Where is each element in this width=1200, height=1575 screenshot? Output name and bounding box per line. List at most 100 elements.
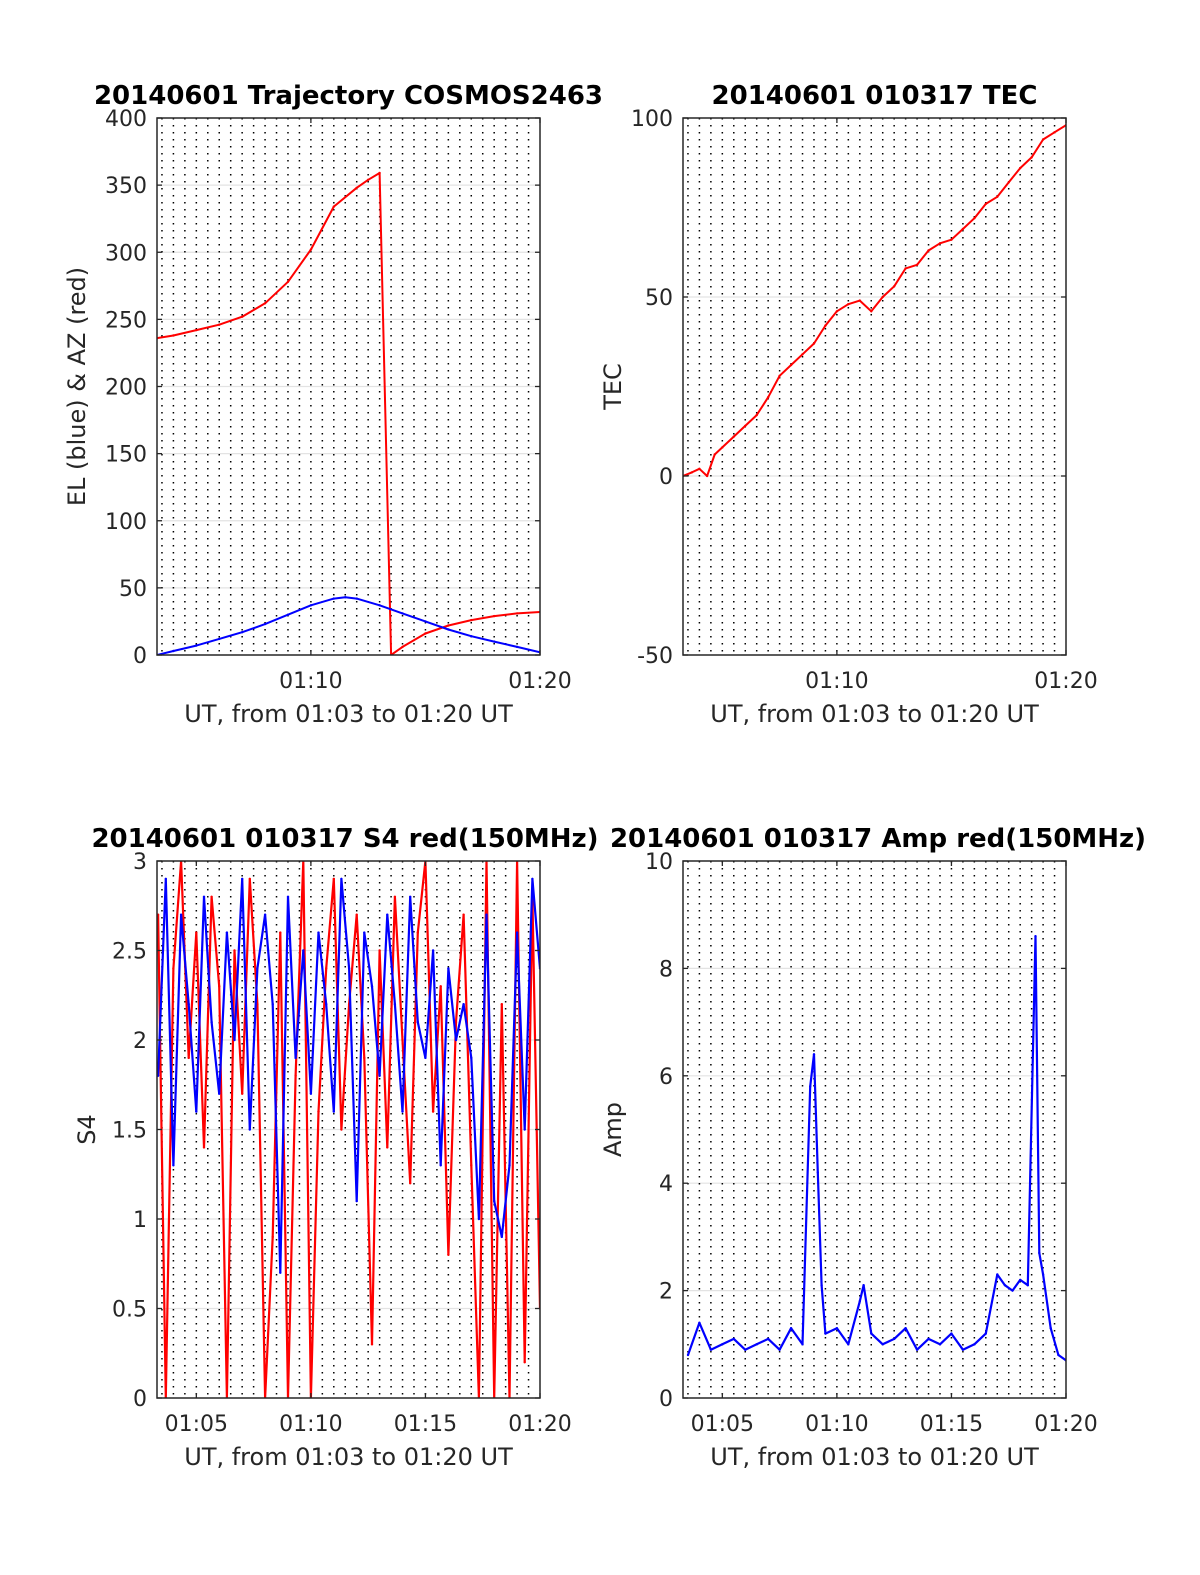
amp-series-0-point-19 bbox=[862, 1284, 865, 1287]
s4-series-1-point-9 bbox=[225, 931, 229, 934]
s4-series-1-point-32 bbox=[401, 1110, 404, 1113]
s4-series-0-point-5 bbox=[195, 931, 198, 934]
s4-series-1-point-47 bbox=[515, 931, 519, 934]
s4-series-1-point-16 bbox=[279, 1271, 282, 1274]
s4-series-0-point-41 bbox=[470, 1164, 473, 1167]
amp-series-0-point-10 bbox=[801, 1343, 804, 1346]
tec-series-0-point-10 bbox=[778, 374, 781, 377]
amp-series-0-point-30 bbox=[984, 1332, 987, 1335]
s4-series-1-point-25 bbox=[347, 967, 351, 970]
s4-series-0-point-6 bbox=[202, 1146, 206, 1149]
tec-series-0-point-31 bbox=[1019, 166, 1022, 170]
s4-series-1-point-37 bbox=[439, 1164, 442, 1167]
s4-series-1-point-35 bbox=[424, 1056, 427, 1060]
s4-xtick-label-1: 01:10 bbox=[279, 1412, 342, 1437]
traj-series-1-point-7 bbox=[309, 604, 313, 607]
amp-series-0-point-5 bbox=[744, 1348, 747, 1351]
s4-series-0-point-45 bbox=[500, 1003, 503, 1006]
panel-trajectory: 0 50 100 150 200 250 300 350 400 01:10 01:20 UT, fr… bbox=[63, 81, 603, 728]
traj-series-1 bbox=[157, 596, 540, 655]
s4-series-0-point-28 bbox=[370, 1343, 374, 1346]
s4-xtick-label-2: 01:15 bbox=[394, 1412, 457, 1437]
traj-xtick-label-1: 01:20 bbox=[508, 669, 571, 694]
amp-ytick-label-4: 8 bbox=[659, 957, 673, 982]
s4-series-1-point-2 bbox=[172, 1164, 175, 1167]
amp-series-0-point-28 bbox=[961, 1348, 965, 1351]
s4-series-0-point-2 bbox=[172, 967, 175, 970]
tec-series-0-point-34 bbox=[1053, 131, 1056, 134]
s4-series-1-point-11 bbox=[241, 877, 244, 881]
tec-ytick-label-2: 50 bbox=[645, 286, 673, 311]
traj-series-0 bbox=[157, 172, 540, 655]
traj-series-1-point-5 bbox=[263, 622, 267, 626]
traj-series-0-point-4 bbox=[241, 315, 244, 318]
tec-title: 20140601 010317 TEC bbox=[712, 81, 1038, 111]
s4-ytick-label-2: 1 bbox=[133, 1208, 147, 1233]
s4-series-0-point-37 bbox=[439, 985, 442, 988]
traj-series-0-point-1 bbox=[172, 334, 175, 337]
traj-series-0-point-7 bbox=[309, 248, 313, 251]
s4-series-0-point-39 bbox=[454, 1020, 458, 1024]
amp-series-0-point-37 bbox=[1038, 1251, 1041, 1255]
traj-series-1-point-17 bbox=[515, 645, 519, 649]
tec-series-0-point-1 bbox=[690, 471, 693, 474]
amp-series-0-point-8 bbox=[778, 1348, 781, 1351]
traj-series-1-point-9 bbox=[344, 596, 347, 599]
s4-series-0-point-10 bbox=[233, 949, 236, 952]
amp-series-0-point-2 bbox=[709, 1348, 713, 1351]
s4-series-1-point-23 bbox=[332, 1110, 335, 1113]
s4-series-1-point-1 bbox=[164, 877, 167, 881]
traj-title: 20140601 Trajectory COSMOS2463 bbox=[94, 81, 603, 111]
traj-series-1-point-16 bbox=[493, 640, 496, 643]
tec-ytick-label-3: 100 bbox=[631, 107, 673, 132]
s4-series-1-point-4 bbox=[187, 1003, 190, 1006]
traj-series-1-point-14 bbox=[447, 628, 450, 631]
amp-series-0-point-13 bbox=[816, 1171, 819, 1174]
amp-ytick-label-1: 2 bbox=[659, 1280, 673, 1305]
panel-tec: -50 0 50 100 01:10 01:20 UT, from 01:03 to 01:… bbox=[599, 81, 1098, 728]
s4-series-1-point-24 bbox=[340, 877, 343, 881]
traj-series-0-point-6 bbox=[286, 280, 290, 283]
s4-series-0-point-11 bbox=[241, 1092, 244, 1095]
s4-series-1-point-46 bbox=[508, 1164, 511, 1167]
amp-series-0-point-17 bbox=[847, 1343, 850, 1346]
traj-xlabel: UT, from 01:03 to 01:20 UT bbox=[184, 700, 513, 728]
s4-xlabel: UT, from 01:03 to 01:20 UT bbox=[184, 1443, 513, 1471]
s4-series-0-point-48 bbox=[523, 1361, 526, 1364]
traj-series-1-point-15 bbox=[470, 635, 473, 638]
s4-series-0-point-30 bbox=[386, 1146, 389, 1149]
s4-series-0-point-4 bbox=[187, 1056, 190, 1060]
s4-series-0-point-36 bbox=[431, 1110, 435, 1113]
s4-series-0-point-16 bbox=[279, 931, 282, 934]
amp-series-0-point-31 bbox=[996, 1273, 999, 1276]
traj-ytick-label-3: 150 bbox=[105, 443, 147, 468]
tec-series-0-point-21 bbox=[904, 267, 907, 270]
tec-series-0-point-11 bbox=[789, 363, 793, 367]
traj-series-0-point-14 bbox=[424, 632, 427, 635]
amp-series-0-point-24 bbox=[915, 1348, 919, 1351]
s4-series-1-point-5 bbox=[195, 1110, 198, 1113]
tec-series-0-point-9 bbox=[767, 396, 770, 399]
tec-series-0-point-16 bbox=[847, 303, 850, 306]
amp-series-0-point-40 bbox=[1057, 1353, 1060, 1357]
s4-series-0-point-7 bbox=[210, 895, 213, 898]
s4-series-0-point-21 bbox=[317, 1110, 320, 1113]
s4-series-1-point-27 bbox=[363, 931, 366, 934]
amp-xtick-label-2: 01:15 bbox=[920, 1412, 983, 1437]
tec-series-0-point-22 bbox=[915, 263, 919, 266]
traj-series-1-point-12 bbox=[401, 612, 404, 615]
tec-series-0-point-24 bbox=[938, 242, 942, 245]
s4-series-1-point-6 bbox=[202, 895, 206, 898]
amp-series-0-point-7 bbox=[767, 1337, 770, 1341]
amp-series-0-point-34 bbox=[1019, 1278, 1022, 1282]
tec-series-0-point-23 bbox=[927, 249, 930, 252]
s4-series-0-point-27 bbox=[363, 1056, 366, 1060]
tec-xtick-label-1: 01:20 bbox=[1034, 669, 1097, 694]
traj-ytick-label-6: 300 bbox=[105, 241, 147, 266]
traj-series-0-point-8 bbox=[332, 205, 335, 208]
s4-series-1-point-13 bbox=[256, 967, 259, 970]
traj-ytick-label-1: 50 bbox=[119, 577, 147, 602]
traj-ylabel: EL (blue) & AZ (red) bbox=[63, 267, 91, 506]
s4-series-1-point-19 bbox=[302, 949, 305, 952]
amp-xtick-label-1: 01:10 bbox=[805, 1412, 868, 1437]
